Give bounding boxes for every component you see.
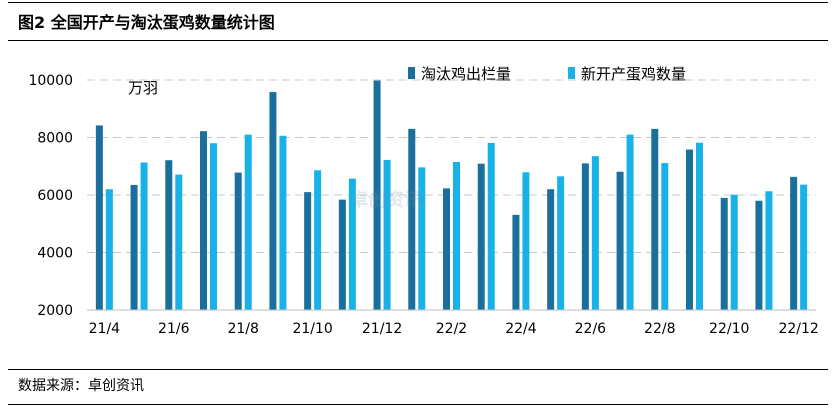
bar-culled-21/7 xyxy=(200,131,207,310)
y-tick-label: 2000 xyxy=(37,303,73,319)
bar-culled-22/8 xyxy=(651,128,659,310)
x-tick-label: 22/4 xyxy=(505,321,537,337)
bars xyxy=(95,80,808,310)
unit-label: 万羽 xyxy=(128,79,158,97)
bar-culled-21/9 xyxy=(269,92,277,310)
bar-new-21/8 xyxy=(244,134,252,310)
bar-culled-21/11 xyxy=(338,199,346,310)
bar-new-22/4 xyxy=(522,172,530,310)
bar-new-22/1 xyxy=(418,167,426,310)
bar-new-21/6 xyxy=(175,174,183,310)
legend-label: 淘汰鸡出栏量 xyxy=(421,65,511,83)
y-tick-label: 4000 xyxy=(37,246,73,262)
bar-new-22/8 xyxy=(661,163,669,310)
bar-new-22/7 xyxy=(626,134,634,310)
x-tick-label: 22/6 xyxy=(575,321,607,337)
title-rule xyxy=(8,40,828,41)
source-note: 数据来源：卓创资讯 xyxy=(18,378,144,394)
top-rule xyxy=(8,2,828,3)
x-tick-label: 21/8 xyxy=(227,321,258,337)
bar-new-22/11 xyxy=(765,191,773,310)
bar-culled-22/6 xyxy=(581,163,589,310)
bar-culled-22/10 xyxy=(720,197,728,310)
x-tick-label: 21/12 xyxy=(362,321,402,337)
bar-new-22/12 xyxy=(800,184,808,310)
bar-culled-21/6 xyxy=(165,160,173,310)
x-tick-label: 22/10 xyxy=(709,321,749,337)
y-tick-label: 6000 xyxy=(37,188,73,204)
bar-culled-22/7 xyxy=(616,171,624,310)
x-tick-label: 21/4 xyxy=(89,321,121,337)
bar-culled-22/1 xyxy=(408,128,416,310)
bar-culled-22/9 xyxy=(686,149,693,310)
x-tick-label: 21/6 xyxy=(158,321,190,337)
bar-culled-22/5 xyxy=(547,189,555,310)
bar-new-21/4 xyxy=(105,189,113,310)
bar-culled-22/4 xyxy=(512,214,520,310)
y-tick-label: 8000 xyxy=(37,131,73,147)
x-tick-label: 22/2 xyxy=(436,321,467,337)
y-tick-label: 10000 xyxy=(28,73,73,89)
bar-new-22/2 xyxy=(453,161,460,310)
bar-new-22/5 xyxy=(557,176,565,310)
bar-culled-22/3 xyxy=(477,163,485,310)
bottom-rule xyxy=(8,404,828,405)
bar-culled-22/2 xyxy=(443,188,450,310)
bar-new-21/7 xyxy=(210,143,217,310)
x-axis-ticks: 21/4 21/6 21/8 21/10 21/12 22/2 22/4 22/6 22/8 22… xyxy=(89,321,819,337)
x-tick-label: 22/8 xyxy=(644,321,675,337)
source-rule-top xyxy=(8,369,828,370)
bar-new-22/9 xyxy=(696,142,703,310)
bar-new-22/10 xyxy=(730,194,738,310)
legend: 淘汰鸡出栏量 新开产蛋鸡数量 xyxy=(408,65,686,83)
bar-culled-21/5 xyxy=(130,184,138,310)
bar-new-21/5 xyxy=(140,162,148,310)
x-tick-label: 21/10 xyxy=(292,321,332,337)
x-tick-label: 22/12 xyxy=(778,321,818,337)
bar-new-21/10 xyxy=(314,170,322,310)
legend-label: 新开产蛋鸡数量 xyxy=(581,65,686,83)
legend-swatch xyxy=(408,67,415,79)
bar-new-21/11 xyxy=(348,178,356,310)
figure-title: 图2 全国开产与淘汰蛋鸡数量统计图 xyxy=(18,13,275,32)
bar-culled-21/8 xyxy=(234,172,242,310)
bar-new-22/6 xyxy=(591,156,599,310)
bar-new-22/3 xyxy=(487,142,495,310)
bar-culled-21/10 xyxy=(304,192,312,310)
y-axis-ticks: 2000 4000 6000 8000 10000 xyxy=(28,73,73,319)
bar-culled-22/11 xyxy=(755,200,763,310)
grid-lines xyxy=(87,79,816,253)
bar-culled-21/4 xyxy=(95,125,103,310)
bar-new-21/9 xyxy=(279,135,287,310)
legend-swatch xyxy=(568,67,575,79)
bar-culled-21/12 xyxy=(373,80,381,310)
bar-culled-22/12 xyxy=(790,176,798,310)
bar-new-21/12 xyxy=(383,159,391,310)
